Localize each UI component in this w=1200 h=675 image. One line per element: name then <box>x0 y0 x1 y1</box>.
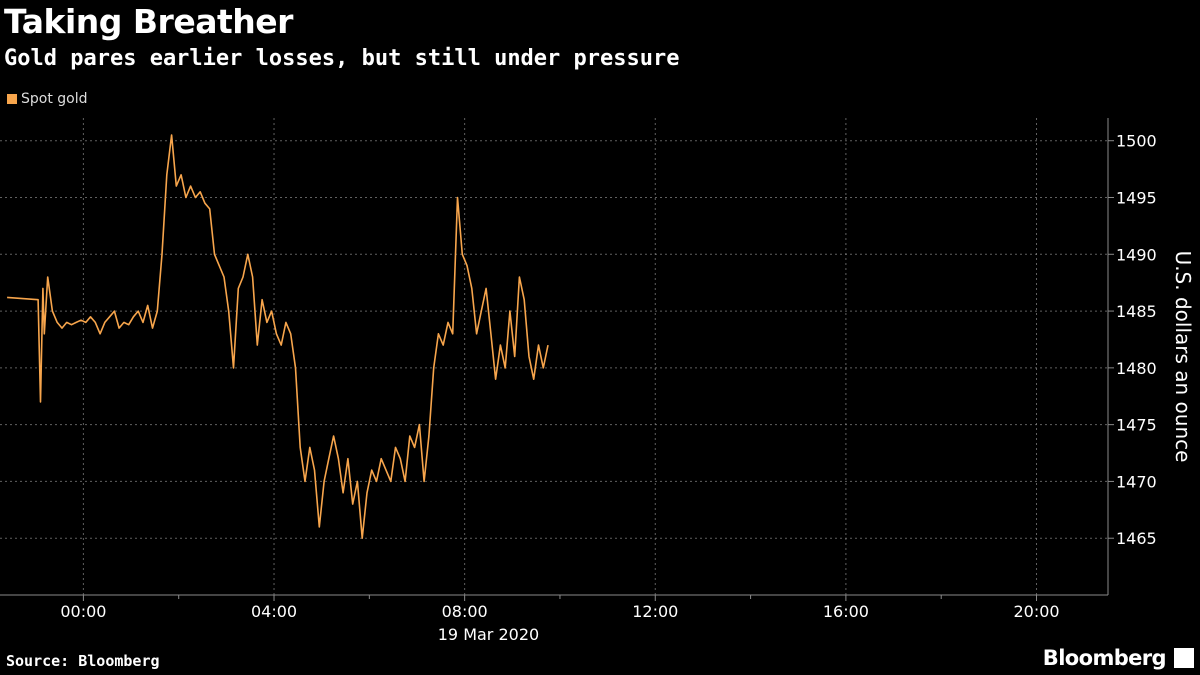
legend-swatch-spot-gold <box>7 94 17 104</box>
legend: Spot gold <box>7 91 88 107</box>
y-tick-label: 1465 <box>1116 529 1157 548</box>
legend-label-spot-gold: Spot gold <box>21 91 88 107</box>
y-tick-label: 1485 <box>1116 302 1157 321</box>
x-tick-label: 00:00 <box>60 602 106 621</box>
y-tick-label: 1500 <box>1116 132 1157 151</box>
x-tick-label: 08:00 <box>442 602 488 621</box>
x-tick-label: 20:00 <box>1013 602 1059 621</box>
y-tick-label: 1475 <box>1116 416 1157 435</box>
x-tick-label: 16:00 <box>823 602 869 621</box>
y-tick-label: 1470 <box>1116 472 1157 491</box>
y-tick-label: 1495 <box>1116 189 1157 208</box>
bloomberg-square-icon <box>1174 648 1194 668</box>
y-axis-title: U.S. dollars an ounce <box>1171 251 1195 463</box>
y-tick-label: 1490 <box>1116 245 1157 264</box>
source-note: Source: Bloomberg <box>6 652 160 670</box>
bloomberg-logo: Bloomberg <box>1042 646 1167 670</box>
series-line-spot-gold <box>7 134 549 539</box>
x-tick-label: 12:00 <box>632 602 678 621</box>
chart-title: Taking Breather <box>4 2 293 41</box>
chart-subtitle: Gold pares earlier losses, but still und… <box>4 46 680 71</box>
date-label: 19 Mar 2020 <box>438 625 539 644</box>
x-tick-label: 04:00 <box>251 602 297 621</box>
y-tick-label: 1480 <box>1116 359 1157 378</box>
